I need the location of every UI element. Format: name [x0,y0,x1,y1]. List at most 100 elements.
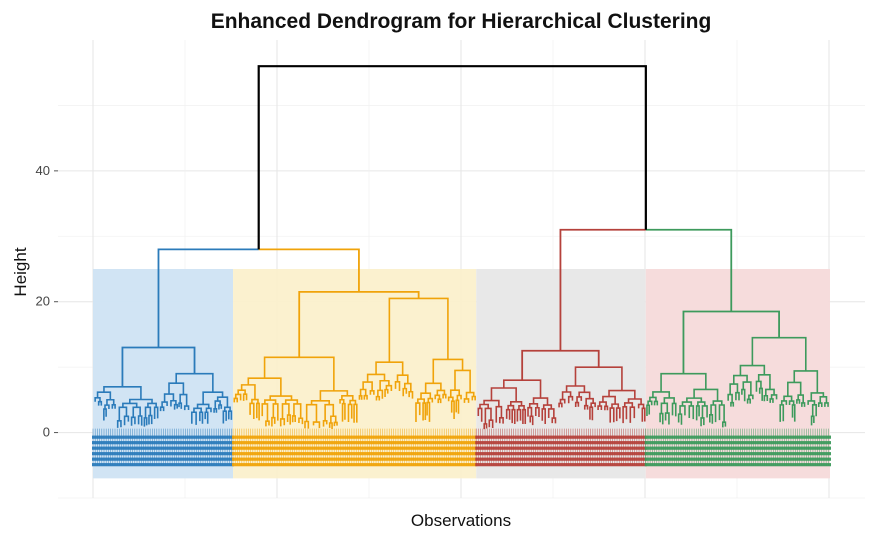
branch-link [646,404,651,416]
branch-link [137,415,143,426]
leaf-label-band-blue [92,441,235,445]
branch-link [384,388,389,397]
branch-link [408,390,414,399]
branch-link [449,389,461,398]
branch-link [333,421,338,427]
branch-link [529,415,534,426]
right-group-link-left [559,228,646,351]
branch-link [574,366,623,391]
branch-link [590,402,596,408]
branch-link [732,374,748,385]
branch-link [532,397,549,406]
branch-link [585,397,594,406]
branch-link [629,406,636,423]
leaf-label-band-blue [92,452,235,456]
branch-link [561,391,572,400]
branch-link [598,401,607,407]
branch-link [284,399,299,404]
leaf-label-band-orange [232,457,478,461]
branch-link [498,417,504,424]
branch-link [359,388,367,396]
branch-link [597,405,603,410]
branch-link [547,408,555,419]
leaf-label-band-blue [92,457,235,461]
leaf-label-band-orange [232,446,478,450]
branch-link [576,396,583,403]
leaf-label-band-orange [232,452,478,456]
branch-link [615,407,621,422]
branch-link [664,412,670,425]
branch-link [362,381,373,391]
branch-link [264,399,277,404]
right-group-link-right [645,228,733,312]
branch-link [214,400,221,409]
branch-link [375,395,381,401]
branch-link [97,400,103,406]
branch-link [679,405,686,416]
x-axis-label: Observations [411,511,511,530]
branch-link [779,404,785,422]
y-axis-label: Height [11,247,30,296]
branch-link [415,402,421,423]
branch-link [510,401,523,406]
branch-link [801,402,806,407]
cluster-link-red [521,349,600,381]
branch-link [247,377,282,397]
branch-link [477,407,483,422]
branch-link [96,391,112,400]
branch-link [193,407,202,413]
branch-link [341,395,354,401]
branch-link [465,391,475,399]
branch-link [484,407,492,424]
branch-link [741,388,746,402]
branch-link [402,387,408,397]
branch-link [574,401,580,408]
branch-link [216,396,229,408]
leaf-label-band-orange [232,441,478,445]
branch-link [322,420,328,427]
branch-link [369,389,375,395]
branch-link [427,397,434,403]
branch-link [793,370,819,393]
branch-link [403,382,412,392]
branch-link [396,374,409,384]
branch-link [660,372,707,392]
branch-link [298,417,304,425]
cluster-link-green [682,310,780,374]
branch-link [339,398,345,404]
leaf-label-band-red [475,463,647,467]
branch-link [604,405,609,411]
leaf-label-band-red [475,441,647,445]
branch-link [622,406,628,424]
branch-link [168,382,185,395]
branch-link [763,394,769,402]
branch-link [758,387,763,401]
leaf-label-band-red [475,452,647,456]
leaf-label-band-blue [92,446,235,450]
dendrogram-branches [94,65,829,430]
y-axis-ticks: 0 20 40 [36,163,58,440]
branch-link [652,391,671,398]
branch-link [454,369,471,393]
branch-link [422,402,427,421]
branch-link [780,400,788,405]
leaf-label-band-red [475,435,647,439]
branch-link [130,416,136,426]
leaf-label-band-orange [232,435,478,439]
branch-link [128,398,153,404]
leaf-label-band-red [475,457,647,461]
branch-link [721,421,727,428]
branch-link [609,407,615,423]
root-link [257,65,647,250]
branch-link [663,397,675,404]
branch-link [240,384,256,400]
branch-link [578,391,591,399]
leaf-labels [92,428,831,467]
branch-link [541,408,547,425]
branch-link [695,405,700,421]
branch-link [787,381,802,397]
y-tick-label: 20 [36,294,50,309]
branch-link [688,405,695,420]
chart-title: Enhanced Dendrogram for Hierarchical Clu… [211,10,712,33]
branch-link [263,356,335,391]
